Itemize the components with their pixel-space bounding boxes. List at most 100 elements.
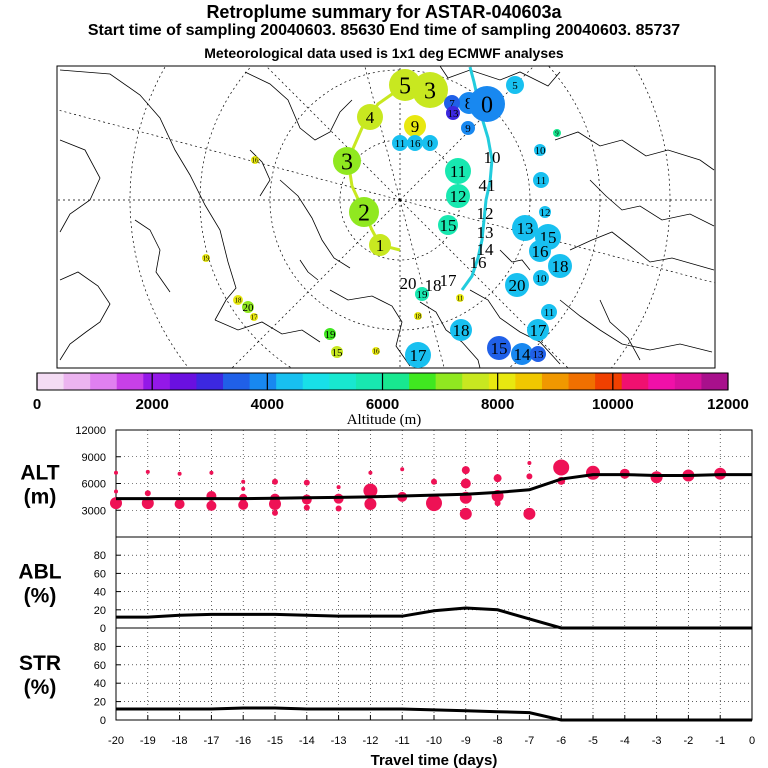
y-tick-label: 12000: [75, 425, 106, 437]
map-marker-label: 11: [395, 138, 406, 150]
map-coastlines: [59, 66, 715, 368]
map-marker-circle: [405, 342, 431, 368]
map-marker-label: 15: [332, 347, 344, 359]
colorbar-swatch: [541, 373, 569, 390]
map-marker-circle: [357, 104, 383, 130]
map-frame: [56, 65, 716, 369]
map-marker-label: 5: [399, 73, 411, 99]
map-marker-circle: [506, 76, 524, 94]
x-tick-label: -5: [588, 735, 598, 747]
colorbar-swatch: [355, 373, 383, 390]
altitude-cluster-dot: [400, 467, 405, 472]
altitude-cluster-dot: [114, 489, 118, 494]
map-marker-label: 18: [552, 257, 569, 276]
map-marker-label: 9: [465, 123, 471, 135]
map-marker-label: 11: [544, 307, 555, 319]
altitude-cluster-dot: [493, 474, 502, 483]
x-tick-label: -19: [140, 735, 156, 747]
x-tick-label: -17: [203, 735, 219, 747]
time-series-panels: 30006000900012000ALT(m)020406080ABL(%)02…: [18, 425, 755, 768]
x-tick-label: -1: [715, 735, 725, 747]
map-marker-circle: [534, 144, 546, 156]
map-marker-label: 17: [251, 313, 259, 321]
map-marker-label: 7: [449, 98, 455, 110]
map-marker-circle: [533, 270, 549, 286]
altitude-cluster-dot: [431, 478, 437, 485]
map-marker-label: 41: [479, 176, 496, 195]
map-marker-circle: [548, 254, 572, 278]
map-marker-circle: [539, 206, 551, 218]
colorbar-tick-labels: 0 2000 4000 6000 8000 10000 12000: [33, 373, 749, 413]
map-marker-circle: [505, 273, 529, 297]
colorbar-swatch: [37, 373, 64, 390]
map-marker-circle: [333, 147, 361, 175]
y-tick-label: 6000: [82, 479, 106, 491]
map-marker-circle: [349, 197, 379, 227]
map-marker-label: 9: [555, 129, 559, 137]
colorbar-tick-label: 0: [33, 396, 41, 413]
map-marker-circle: [530, 346, 546, 362]
y-tick-label: 20: [94, 697, 106, 709]
altitude-cluster-dot: [461, 466, 470, 475]
x-tick-label: -3: [652, 735, 662, 747]
altitude-cluster-dot: [114, 470, 118, 475]
map-marker-label: 12: [450, 187, 467, 206]
colorbar-swatch: [462, 373, 490, 390]
colorbar-swatch: [674, 373, 702, 390]
colorbar-swatch: [595, 373, 623, 390]
altitude-cluster-dot: [460, 478, 471, 489]
map-marker-circle: [251, 156, 259, 164]
map-marker-label: 19: [325, 329, 337, 341]
x-tick-label: -15: [267, 735, 283, 747]
altitude-cluster-dot: [368, 470, 373, 475]
y-tick-label: 40: [94, 587, 106, 599]
map-marker-label: 17: [410, 346, 428, 365]
map-marker-circle: [422, 135, 438, 151]
altitude-cluster-dot: [145, 469, 150, 474]
map-marker-label: 3: [341, 149, 353, 175]
map-marker-label: 11: [457, 294, 464, 302]
map-marker-label: 19: [417, 289, 429, 301]
y-tick-label: 60: [94, 660, 106, 672]
map-marker-circle: [414, 312, 422, 320]
altitude-cluster-dot: [426, 495, 442, 512]
map-marker-circle: [392, 135, 408, 151]
x-tick-label: -13: [331, 735, 347, 747]
map-marker-label: 14: [514, 345, 532, 364]
colorbar-tick-label: 10000: [592, 396, 634, 413]
map-marker-circle: [407, 135, 423, 151]
map-marker-label: 13: [477, 223, 494, 242]
x-tick-label: -14: [299, 735, 315, 747]
y-tick-label: 80: [94, 641, 106, 653]
colorbar-swatch: [276, 373, 304, 390]
map-marker-circle: [438, 215, 458, 235]
map-marker-circle: [331, 346, 343, 358]
colorbar-swatch: [302, 373, 330, 390]
colorbar-swatch: [329, 373, 357, 390]
map-marker-label: 2: [358, 200, 370, 226]
x-axis-label: Travel time (days): [371, 752, 498, 768]
altitude-cluster-dot: [303, 479, 310, 486]
x-tick-label: 0: [749, 735, 755, 747]
map-marker-label: 12: [477, 204, 494, 223]
colorbar-swatch: [382, 373, 410, 390]
map-marker-circle: [369, 234, 391, 256]
y-axis-label: ALT: [20, 462, 59, 485]
map-marker-circle: [469, 86, 505, 122]
altitude-cluster-dot: [269, 498, 281, 511]
y-axis-label: (%): [24, 585, 57, 608]
colorbar-tick-label: 8000: [481, 396, 514, 413]
colorbar-tick-label: 12000: [707, 396, 749, 413]
map-marker-circle: [529, 240, 551, 262]
map-marker-label: 10: [535, 145, 547, 157]
panel-abl: 0 20 40 60 80 ABL(%): [18, 536, 753, 635]
altitude-cluster-dot: [144, 490, 151, 497]
map-marker-label: 3: [424, 78, 436, 104]
x-tick-label: -9: [461, 735, 471, 747]
altitude-cluster-dot: [336, 485, 341, 490]
colorbar-swatch: [249, 373, 277, 390]
altitude-cluster-dot: [272, 478, 278, 485]
